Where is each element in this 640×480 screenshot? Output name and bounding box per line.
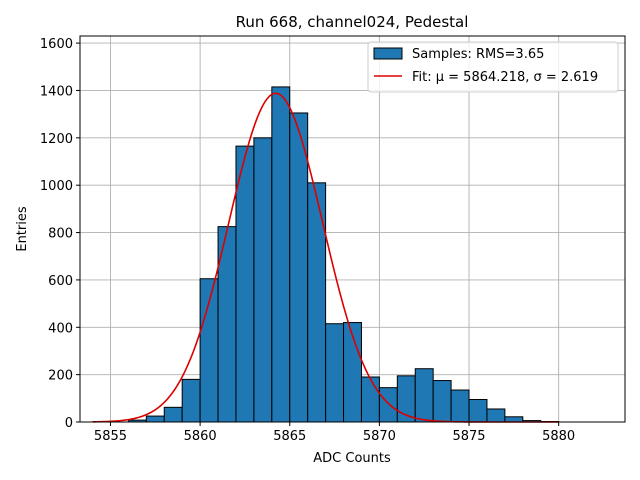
y-tick-label: 200	[48, 369, 73, 384]
chart-title: Run 668, channel024, Pedestal	[236, 13, 469, 31]
y-axis-label: Entries	[15, 206, 30, 252]
x-axis-label: ADC Counts	[313, 451, 391, 466]
x-tick-label: 5875	[452, 429, 485, 444]
y-tick-label: 600	[48, 274, 73, 289]
histogram-bar	[145, 415, 165, 423]
histogram-bar	[468, 399, 488, 423]
y-tick-label: 1600	[40, 37, 73, 52]
histogram-bar	[235, 145, 255, 423]
histogram-bar	[271, 86, 291, 423]
histogram-bar	[307, 182, 327, 423]
legend-histogram-swatch	[373, 47, 403, 60]
plot-frame	[79, 35, 626, 423]
histogram-bar	[163, 406, 183, 423]
legend-box	[367, 41, 619, 93]
y-tick-label: 400	[48, 321, 73, 336]
histogram-bar	[360, 376, 380, 423]
x-axis-ticks: 5855 5860 5865 5870 5875 5880	[94, 422, 575, 444]
histogram-bar	[414, 368, 434, 423]
legend-histogram-label: Samples: RMS=3.65	[412, 47, 544, 62]
x-tick-label: 5855	[94, 429, 127, 444]
histogram-bar	[432, 380, 452, 423]
x-tick-label: 5865	[273, 429, 306, 444]
histogram-bar	[450, 389, 470, 423]
y-tick-label: 0	[65, 416, 73, 431]
x-tick-label: 5870	[363, 429, 396, 444]
y-tick-label: 1000	[40, 179, 73, 194]
histogram-bar	[181, 378, 201, 423]
legend-fit-label: Fit: μ = 5864.218, σ = 2.619	[412, 70, 598, 85]
histogram-bar	[325, 323, 345, 423]
histogram-bars	[127, 86, 560, 423]
y-axis-ticks: 0 200 400 600 800 1000 1200 1400 1600	[40, 37, 80, 431]
legend: Samples: RMS=3.65 Fit: μ = 5864.218, σ =…	[367, 41, 619, 93]
y-tick-label: 1400	[40, 84, 73, 99]
histogram-bar	[378, 387, 398, 423]
histogram-bar	[289, 112, 309, 423]
histogram-bar	[253, 137, 273, 423]
x-tick-label: 5860	[184, 429, 217, 444]
y-tick-label: 800	[48, 227, 73, 242]
x-tick-label: 5880	[542, 429, 575, 444]
y-tick-label: 1200	[40, 132, 73, 147]
histogram-bar	[486, 408, 506, 423]
